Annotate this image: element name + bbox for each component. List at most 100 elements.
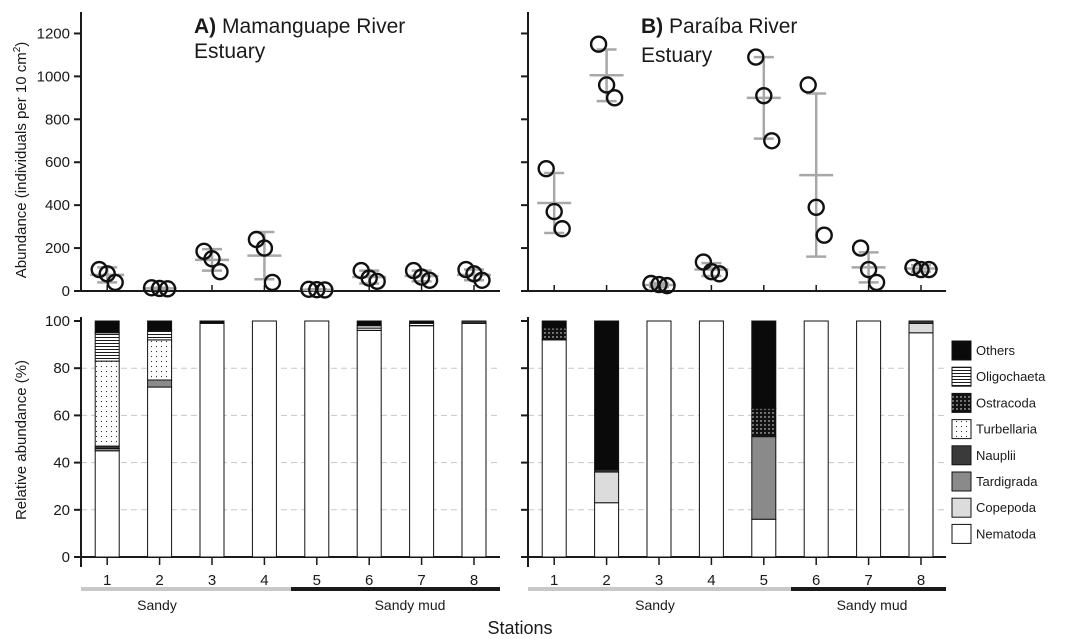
data-point xyxy=(904,258,922,277)
legend-swatch-ostracoda xyxy=(951,392,972,413)
data-point xyxy=(605,89,624,107)
data-point xyxy=(650,275,668,294)
bar-segment-nematoda xyxy=(251,320,277,558)
bar-segment-tardigrada xyxy=(751,436,777,520)
bar-segment-turbellaria xyxy=(147,339,173,381)
data-point xyxy=(412,268,431,286)
legend-swatch-copepoda xyxy=(951,497,972,518)
x-tick-label: 2 xyxy=(602,572,610,589)
group-bar-sandy-b xyxy=(528,587,791,591)
x-tick-label: 4 xyxy=(260,572,268,589)
data-point xyxy=(851,239,870,257)
bar-segment-others xyxy=(594,320,620,471)
x-tick-label: 6 xyxy=(365,572,373,589)
y-tick-label: 0 xyxy=(62,549,70,566)
legend-swatch-turbellaria xyxy=(951,419,972,440)
y-tick-label: 60 xyxy=(53,407,70,424)
panel-a-title-line2: Estuary xyxy=(194,40,266,63)
legend-swatch-nematoda xyxy=(951,523,972,544)
bar-segment-others xyxy=(409,320,435,324)
bar-segment-nematoda xyxy=(94,450,120,558)
data-point xyxy=(867,273,886,292)
data-point xyxy=(553,220,571,238)
data-point xyxy=(420,271,439,289)
bar-segment-nematoda xyxy=(304,320,330,558)
data-point xyxy=(763,132,781,150)
data-point xyxy=(368,272,386,291)
group-label-sandymud-a: Sandy mud xyxy=(375,597,446,613)
data-point xyxy=(545,202,563,221)
bar-segment-nematoda xyxy=(751,518,777,558)
x-tick-label: 6 xyxy=(812,572,820,589)
bar-segment-nematoda xyxy=(356,329,382,558)
group-bar-sandy-a xyxy=(81,587,291,591)
data-point xyxy=(263,273,282,292)
y-tick-label: 100 xyxy=(45,313,70,330)
data-point xyxy=(308,281,326,299)
legend-label-nauplii: Nauplii xyxy=(976,448,1016,463)
bar-segment-nematoda xyxy=(803,320,829,558)
bar-segment-copepoda xyxy=(908,322,934,334)
group-label-sandy-a: Sandy xyxy=(137,597,177,613)
y-tick-label: 800 xyxy=(45,111,70,128)
y-tick-label: 600 xyxy=(45,154,70,171)
data-point xyxy=(815,226,833,244)
data-point xyxy=(473,271,491,289)
group-label-sandymud-b: Sandy mud xyxy=(837,597,908,613)
legend: Others Oligochaeta Ostracoda Turbellaria Nau… xyxy=(951,340,1046,544)
y-tick-label: 1200 xyxy=(37,25,70,42)
data-point xyxy=(710,265,729,283)
data-point xyxy=(158,280,177,298)
bar-segment-nematoda xyxy=(409,325,435,558)
legend-label-tardigrada: Tardigrada xyxy=(976,474,1038,489)
bar-segment-nematoda xyxy=(199,322,225,558)
data-point xyxy=(211,262,229,281)
data-point xyxy=(537,159,555,178)
y-tick-label: 40 xyxy=(53,455,70,472)
y-tick-label: 0 xyxy=(62,283,70,300)
data-point xyxy=(807,198,825,217)
panel-b-title-line2: Estuary xyxy=(641,44,713,67)
legend-label-turbellaria: Turbellaria xyxy=(976,422,1038,437)
legend-label-oligochaeta: Oligochaeta xyxy=(976,369,1046,384)
bar-segment-nematoda xyxy=(856,320,882,558)
ylabel-top: Abundance (individuals per 10 cm2) xyxy=(12,42,30,279)
y-tick-label: 200 xyxy=(45,240,70,257)
bar-segment-nematoda xyxy=(646,320,672,558)
x-tick-label: 1 xyxy=(550,572,558,589)
xlabel: Stations xyxy=(487,618,552,638)
bar-segment-ostracoda xyxy=(541,327,567,341)
legend-label-ostracoda: Ostracoda xyxy=(976,395,1037,410)
bar-segment-nematoda xyxy=(541,339,567,558)
bar-segment-turbellaria xyxy=(94,360,120,447)
data-point xyxy=(150,279,169,298)
x-tick-label: 7 xyxy=(417,572,425,589)
bar-segment-oligochaeta xyxy=(94,332,120,362)
x-tick-label: 3 xyxy=(655,572,663,589)
data-point xyxy=(702,262,721,281)
y-tick-label: 400 xyxy=(45,197,70,214)
data-point xyxy=(912,260,930,279)
bar-segment-others xyxy=(751,320,777,409)
data-point xyxy=(316,281,334,299)
data-point xyxy=(920,260,938,279)
bar-segment-nematoda xyxy=(594,502,620,558)
data-point xyxy=(755,86,773,105)
bar-segment-others xyxy=(541,320,567,329)
bar-segment-tardigrada xyxy=(147,379,173,388)
data-point xyxy=(203,250,221,268)
bar-segment-nauplii xyxy=(461,320,487,324)
legend-label-copepoda: Copepoda xyxy=(976,500,1037,515)
legend-label-others: Others xyxy=(976,343,1016,358)
group-bar-sandymud-a xyxy=(291,587,500,591)
x-tick-label: 4 xyxy=(707,572,715,589)
data-point xyxy=(255,239,274,257)
legend-label-nematoda: Nematoda xyxy=(976,526,1037,541)
y-tick-label: 80 xyxy=(53,360,70,377)
bar-segment-oligochaeta xyxy=(147,329,173,341)
bar-segment-nauplii xyxy=(908,320,934,324)
ylabel-bottom: Relative abundance (%) xyxy=(13,360,30,520)
bar-segment-nematoda xyxy=(461,322,487,558)
data-point xyxy=(747,48,765,66)
